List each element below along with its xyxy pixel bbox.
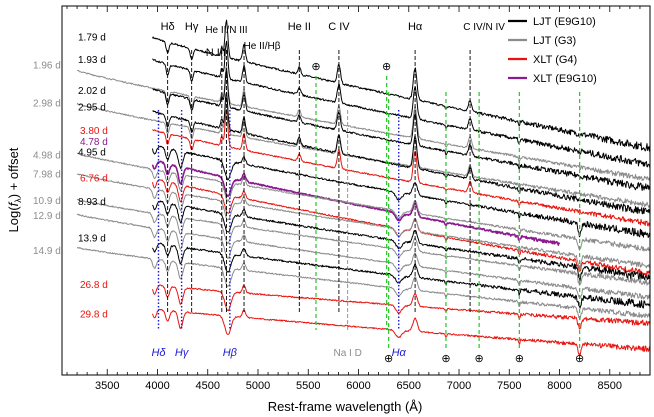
line-label-CIVNIV: C IV/N IV (463, 22, 505, 33)
telluric-symbol: ⊕ (384, 353, 393, 365)
spectrum-2-98-d (76, 96, 650, 208)
telluric-symbol: ⊕ (441, 353, 450, 365)
epoch-label: 26.8 d (80, 280, 108, 291)
epoch-label: 10.9 d (33, 196, 61, 207)
spectrum-1-79-d (152, 19, 650, 152)
spectrum-8-93-d (152, 200, 650, 282)
spectrum-4-98-d (76, 152, 650, 252)
spectrum-26-8-d (152, 284, 650, 330)
spectrum-4-95-d (152, 145, 650, 238)
line-label-H: Hβ (223, 347, 238, 359)
line-label-H: Hγ (175, 347, 190, 359)
x-tick-label: 8000 (547, 380, 571, 392)
line-label-H: Hγ (185, 21, 199, 33)
line-label-HeIINIII: He II/N III (205, 25, 247, 36)
epoch-label: 6.76 d (80, 174, 108, 185)
x-tick-label: 3500 (95, 380, 119, 392)
epoch-label: 2.98 d (33, 99, 61, 110)
x-tick-label: 8500 (598, 380, 622, 392)
x-tick-label: 6000 (346, 380, 370, 392)
axes-frame: 3500 4000 4500 5000 5500 6000 6500 7000 7500 8000… (61, 5, 651, 392)
spectrum-14-9-d (76, 247, 650, 321)
epoch-label: 1.79 d (78, 32, 106, 43)
line-label-H: Hα (392, 347, 407, 359)
epoch-label: 3.80 d (80, 126, 108, 137)
spectrum-7-98-d (76, 173, 650, 270)
spectrum-29-8-d (152, 308, 650, 357)
x-tick-label: 7000 (447, 380, 471, 392)
telluric-symbol: ⊕ (575, 353, 584, 365)
y-axis-label: Log(fλ) + offset (6, 147, 23, 232)
spectrum-2-95-d (152, 92, 650, 215)
legend-label: XLT (E9G10) (533, 73, 597, 85)
spectrum-12-9-d (76, 213, 650, 300)
epoch-label: 13.9 d (78, 233, 106, 244)
telluric-symbol: ⊕ (475, 353, 484, 365)
x-tick-label: 5500 (296, 380, 320, 392)
plot-area (76, 19, 650, 357)
x-tick-label: 4500 (196, 380, 220, 392)
epoch-label: 2.02 d (78, 86, 106, 97)
line-label-CIV: C IV (328, 21, 350, 33)
annotation-layer: Hδ Hγ N III He II/N III He II/Hβ He II C IV Hα C… (33, 21, 584, 365)
line-label-H: Hα (408, 21, 423, 33)
epoch-label: 7.98 d (33, 170, 61, 181)
epoch-label: 1.96 d (33, 61, 61, 72)
x-tick-label: 7500 (497, 380, 521, 392)
spectrum-10-9-d (76, 198, 650, 286)
epoch-label: 12.9 d (33, 211, 61, 222)
epoch-label: 14.9 d (33, 246, 61, 257)
telluric-symbol: ⊕ (311, 61, 320, 73)
telluric-symbol: ⊕ (382, 61, 391, 73)
epoch-label: 4.95 d (78, 147, 106, 158)
line-label-NaID: Na I D (333, 348, 361, 359)
x-tick-label: 5000 (246, 380, 270, 392)
spectrum-4-78-d (151, 160, 561, 246)
x-axis-label: Rest-frame wavelength (Å) (268, 399, 423, 414)
epoch-label: 1.93 d (78, 55, 106, 66)
line-label-H: Hδ (161, 21, 175, 33)
epoch-label: 2.95 d (78, 103, 106, 114)
epoch-label: 4.78 d (80, 137, 108, 148)
line-label-HeIIH: He II/Hβ (244, 41, 281, 52)
spectrum-2-02-d (152, 70, 650, 191)
legend-label: LJT (E9G10) (533, 16, 596, 28)
legend: LJT (E9G10) LJT (G3) XLT (G4) XLT (E9G10) (508, 16, 597, 85)
x-tick-label: 6500 (397, 380, 421, 392)
line-label-HeII: He II (288, 21, 311, 33)
line-label-NIII: N III (206, 47, 226, 59)
x-tick-label: 4000 (145, 380, 169, 392)
line-label-H: Hδ (151, 347, 166, 359)
telluric-symbol: ⊕ (515, 353, 524, 365)
epoch-label: 29.8 d (80, 309, 108, 320)
legend-label: LJT (G3) (533, 35, 576, 47)
spectrum-1-93-d (152, 40, 650, 169)
spectrum-13-9-d (152, 242, 650, 309)
spectrum-1-96-d (76, 65, 650, 182)
spectrum-3-80-d (152, 109, 650, 227)
epoch-label: 4.98 d (33, 151, 61, 162)
legend-label: XLT (G4) (533, 54, 577, 66)
epoch-label: 8.93 d (78, 197, 106, 208)
